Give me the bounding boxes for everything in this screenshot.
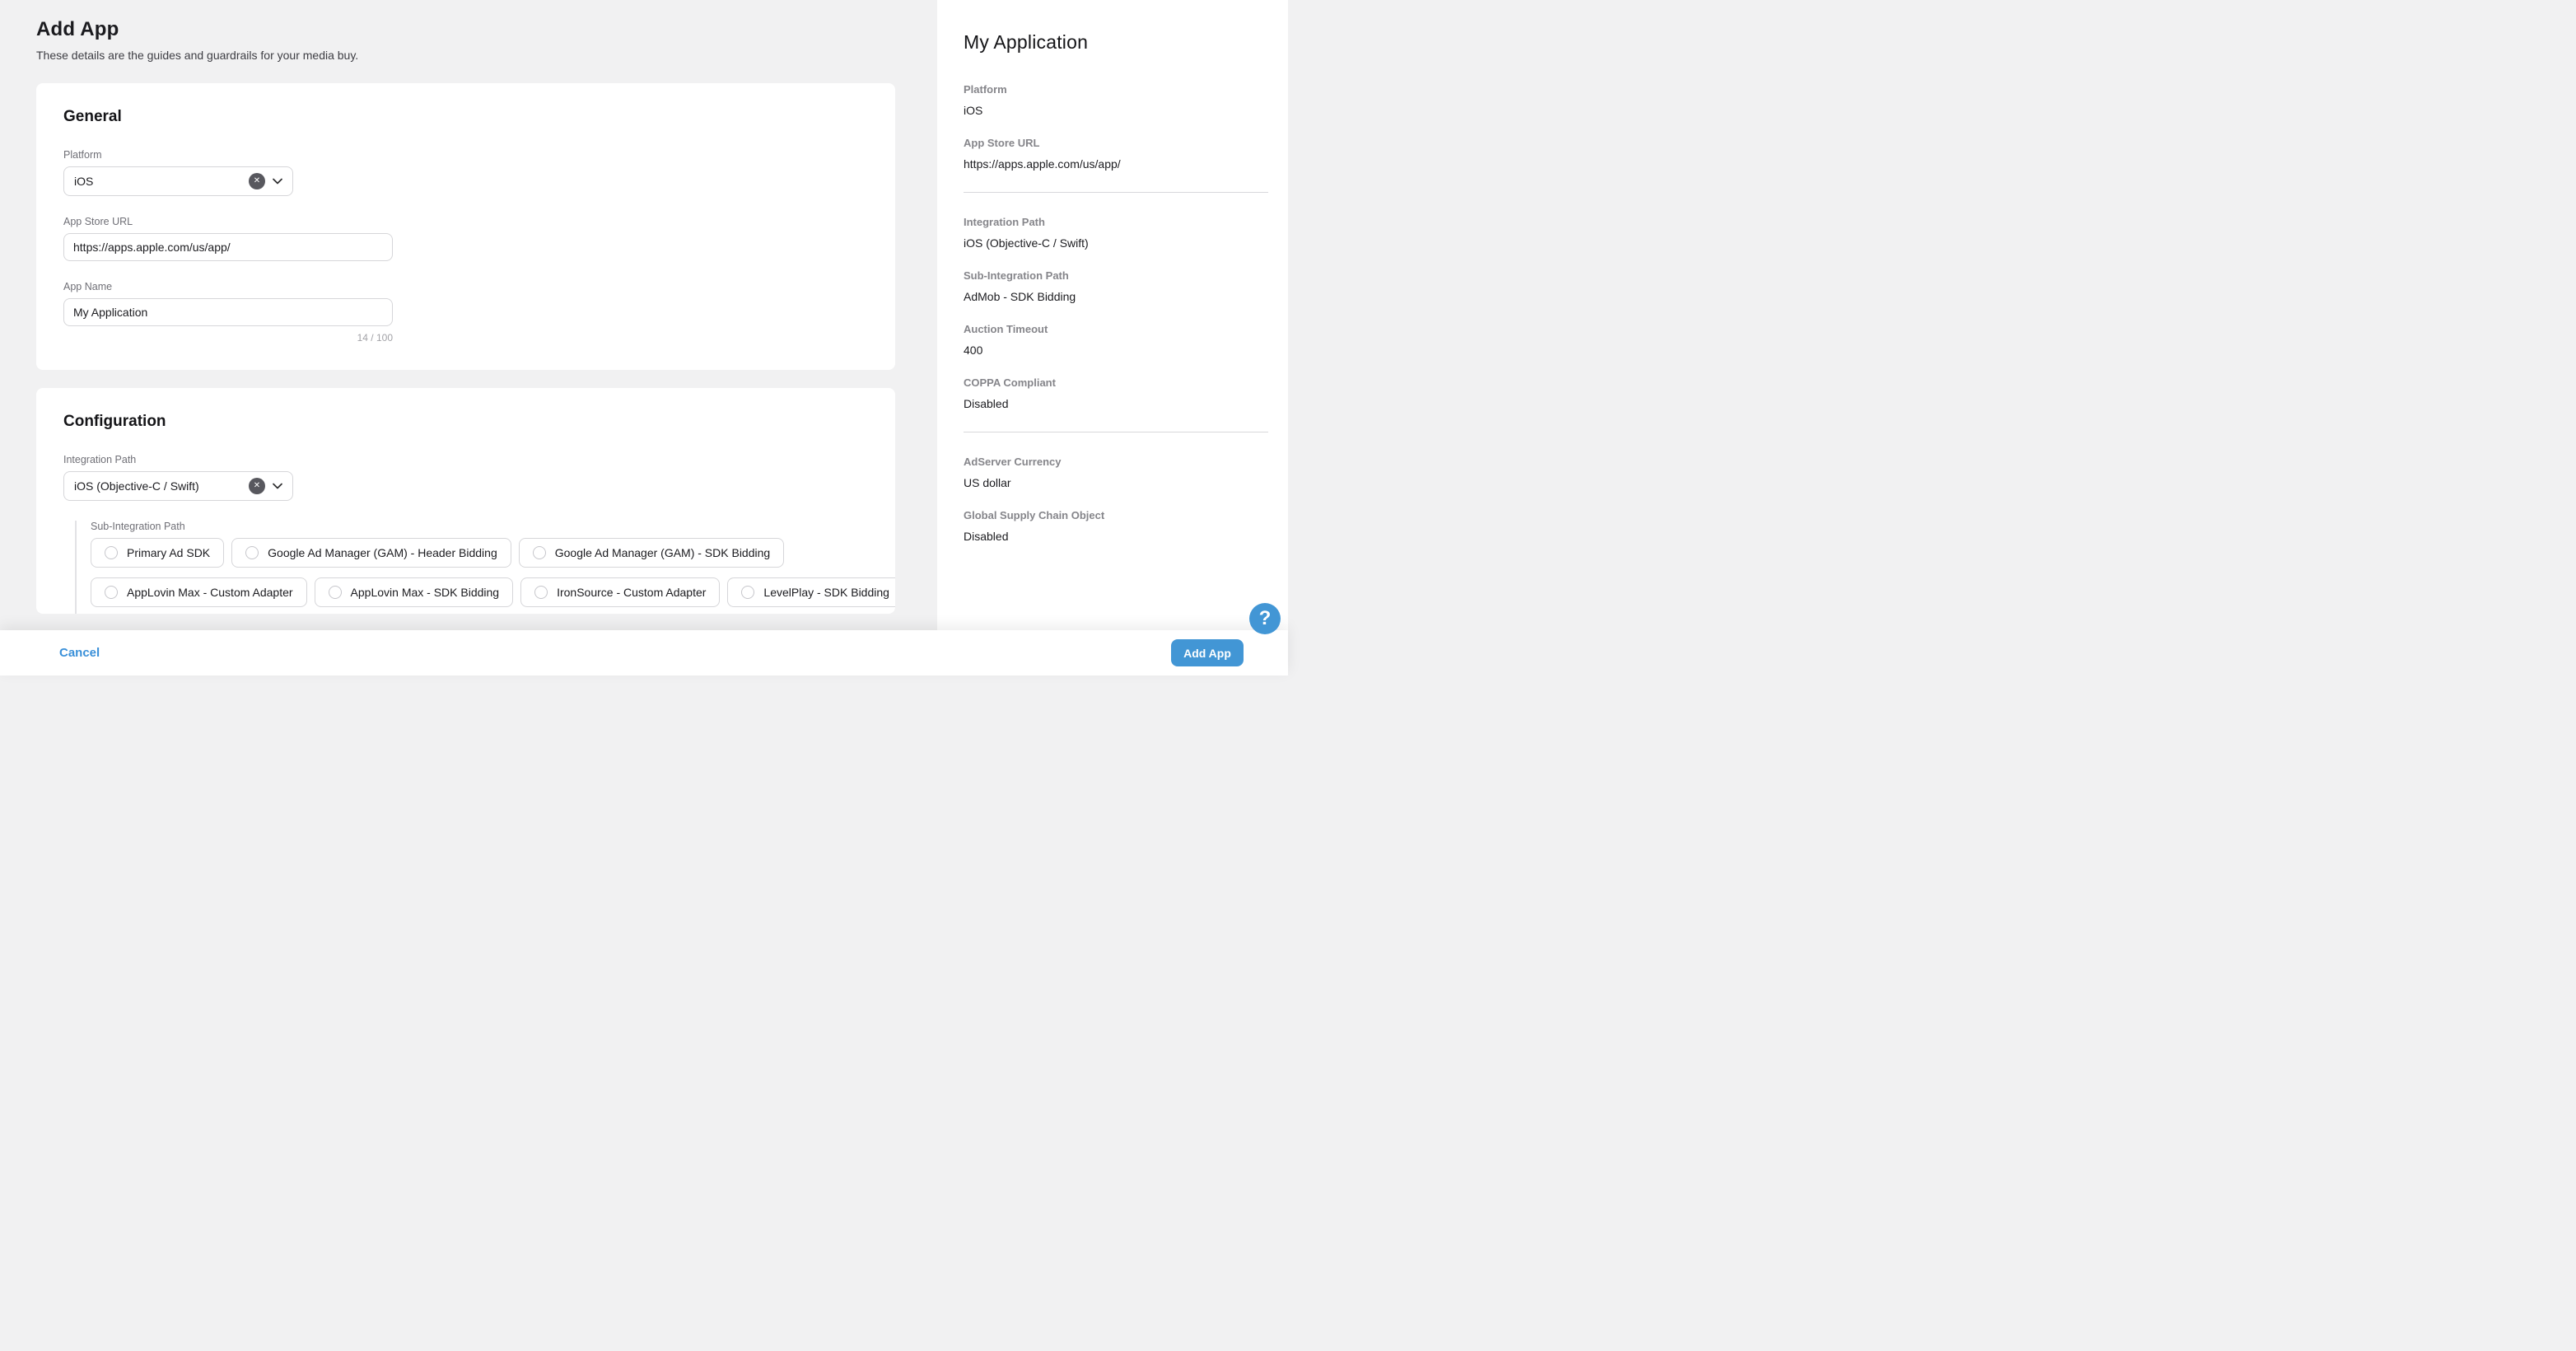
sub-integration-group: Sub-Integration Path Primary Ad SDK Goog… <box>75 521 895 614</box>
integration-path-select-value: iOS (Objective-C / Swift) <box>74 479 199 493</box>
general-heading: General <box>63 108 122 125</box>
question-mark-icon: ? <box>1258 607 1272 629</box>
summary-item-global-supply-chain: Global Supply Chain Object Disabled <box>964 509 1268 543</box>
general-card: General Platform iOS ✕ App Store URL App… <box>36 83 895 370</box>
summary-item-app-store-url: App Store URL https://apps.apple.com/us/… <box>964 137 1268 171</box>
radio-icon[interactable] <box>245 546 259 559</box>
summary-label: Auction Timeout <box>964 323 1048 335</box>
summary-value: 400 <box>964 344 983 357</box>
app-name-input[interactable] <box>63 298 393 326</box>
app-name-field: App Name 14 / 100 <box>63 281 868 344</box>
summary-item-platform: Platform iOS <box>964 83 1268 117</box>
app-store-url-field: App Store URL <box>63 216 868 261</box>
radio-icon[interactable] <box>105 586 118 599</box>
summary-label: Sub-Integration Path <box>964 269 1069 282</box>
sub-integration-option[interactable]: AppLovin Max - Custom Adapter <box>91 577 307 607</box>
cancel-button[interactable]: Cancel <box>59 646 100 660</box>
summary-value: Disabled <box>964 530 1009 543</box>
sub-integration-option[interactable]: Google Ad Manager (GAM) - Header Bidding <box>231 538 511 568</box>
summary-item-sub-integration-path: Sub-Integration Path AdMob - SDK Bidding <box>964 269 1268 303</box>
app-name-label: App Name <box>63 281 113 292</box>
platform-label: Platform <box>63 149 102 161</box>
summary-value: iOS (Objective-C / Swift) <box>964 236 1089 250</box>
platform-select-value: iOS <box>74 175 94 188</box>
sub-integration-option[interactable]: IronSource - Custom Adapter <box>520 577 721 607</box>
sub-integration-option[interactable]: Primary Ad SDK <box>91 538 225 568</box>
action-bar: Cancel Add App <box>0 630 1288 676</box>
sub-integration-row-2: AppLovin Max - Custom Adapter AppLovin M… <box>91 577 895 607</box>
summary-value: US dollar <box>964 476 1011 489</box>
summary-value: AdMob - SDK Bidding <box>964 290 1076 303</box>
page-header: Add App These details are the guides and… <box>0 0 937 62</box>
summary-value: https://apps.apple.com/us/app/ <box>964 157 1121 171</box>
integration-path-field: Integration Path iOS (Objective-C / Swif… <box>63 454 868 501</box>
platform-select[interactable]: iOS ✕ <box>63 166 293 196</box>
summary-label: AdServer Currency <box>964 456 1062 468</box>
summary-title: My Application <box>964 31 1089 53</box>
clear-icon[interactable]: ✕ <box>249 173 265 189</box>
integration-path-select[interactable]: iOS (Objective-C / Swift) ✕ <box>63 471 293 501</box>
sub-integration-option[interactable]: Google Ad Manager (GAM) - SDK Bidding <box>518 538 785 568</box>
option-label: IronSource - Custom Adapter <box>557 586 707 599</box>
option-label: AppLovin Max - SDK Bidding <box>350 586 500 599</box>
summary-value: iOS <box>964 104 983 117</box>
radio-icon[interactable] <box>534 586 548 599</box>
app-store-url-input[interactable] <box>63 233 393 261</box>
summary-sidebar: My Application Platform iOS App Store UR… <box>937 0 1288 676</box>
option-label: LevelPlay - SDK Bidding <box>763 586 889 599</box>
page-subtitle: These details are the guides and guardra… <box>36 49 359 62</box>
chevron-down-icon[interactable] <box>273 178 282 185</box>
summary-item-coppa: COPPA Compliant Disabled <box>964 376 1268 410</box>
summary-item-auction-timeout: Auction Timeout 400 <box>964 323 1268 357</box>
radio-icon[interactable] <box>532 546 546 559</box>
summary-label: COPPA Compliant <box>964 376 1056 389</box>
clear-icon[interactable]: ✕ <box>249 478 265 494</box>
integration-path-label: Integration Path <box>63 454 137 465</box>
option-label: Google Ad Manager (GAM) - Header Bidding <box>268 546 497 559</box>
help-button[interactable]: ? <box>1249 603 1281 634</box>
char-counter: 14 / 100 <box>357 332 393 344</box>
sub-integration-option[interactable]: LevelPlay - SDK Bidding <box>727 577 895 607</box>
sub-integration-option[interactable]: AppLovin Max - SDK Bidding <box>314 577 514 607</box>
option-label: AppLovin Max - Custom Adapter <box>127 586 293 599</box>
main-content: Add App These details are the guides and… <box>0 0 937 676</box>
summary-label: Platform <box>964 83 1007 96</box>
summary-label: Global Supply Chain Object <box>964 509 1105 521</box>
summary-label: App Store URL <box>964 137 1040 149</box>
divider <box>964 192 1268 193</box>
chevron-down-icon[interactable] <box>273 483 282 489</box>
sub-integration-label: Sub-Integration Path <box>91 521 185 532</box>
radio-icon[interactable] <box>741 586 755 599</box>
platform-field: Platform iOS ✕ <box>63 149 868 196</box>
option-label: Primary Ad SDK <box>127 546 211 559</box>
summary-item-adserver-currency: AdServer Currency US dollar <box>964 456 1268 489</box>
option-label: Google Ad Manager (GAM) - SDK Bidding <box>554 546 771 559</box>
add-app-button[interactable]: Add App <box>1171 639 1244 666</box>
summary-item-integration-path: Integration Path iOS (Objective-C / Swif… <box>964 216 1268 250</box>
app-store-url-label: App Store URL <box>63 216 133 227</box>
page-title: Add App <box>36 18 119 40</box>
summary-value: Disabled <box>964 397 1009 410</box>
summary-label: Integration Path <box>964 216 1045 228</box>
configuration-heading: Configuration <box>63 413 166 430</box>
radio-icon[interactable] <box>105 546 118 559</box>
configuration-card: Configuration Integration Path iOS (Obje… <box>36 388 895 614</box>
sub-integration-row-1: Primary Ad SDK Google Ad Manager (GAM) -… <box>91 538 868 568</box>
radio-icon[interactable] <box>328 586 342 599</box>
